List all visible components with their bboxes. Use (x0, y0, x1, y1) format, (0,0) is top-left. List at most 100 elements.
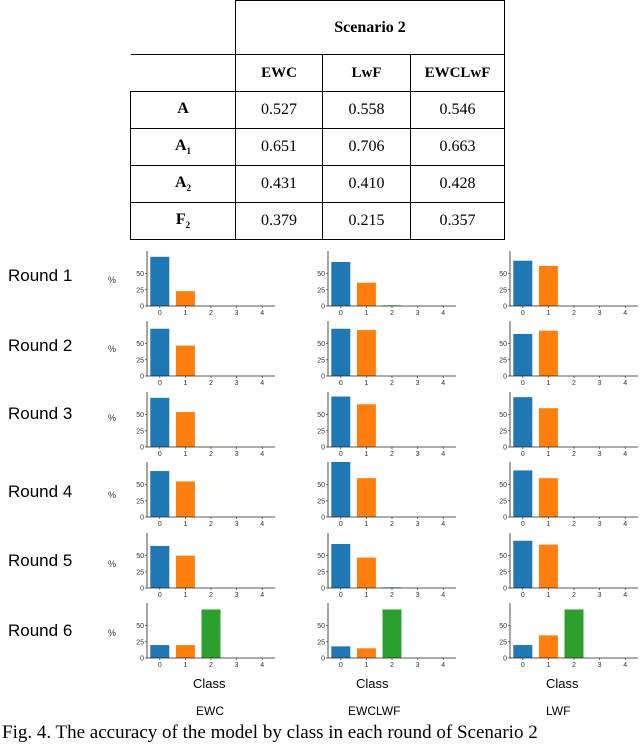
table-cell: 0.651 (235, 128, 323, 166)
x-tick-label: 1 (183, 451, 187, 458)
table-cell: 0.663 (410, 128, 505, 166)
table-cell: 0.431 (235, 165, 323, 203)
x-tick-label: 2 (390, 662, 394, 669)
bar-class-1 (538, 544, 558, 588)
bar-class-0 (150, 645, 170, 658)
table-cell: 0.706 (322, 128, 411, 166)
y-tick-label: 0 (321, 656, 325, 663)
table-cell: 0.379 (235, 202, 323, 240)
y-tick-label: 25 (317, 357, 325, 364)
row-header-a1: A1 (130, 128, 236, 166)
y-tick-label: 0 (140, 445, 144, 452)
x-tick-label: 3 (416, 662, 420, 669)
y-tick-label: 50 (136, 623, 144, 630)
x-tick-label: 2 (209, 592, 213, 599)
bar-chart-ewc-round-5: 0 1 2 3 4 0 25 50 (136, 533, 275, 599)
x-tick-label: 1 (183, 592, 187, 599)
bar-class-0 (513, 260, 533, 306)
table-row: A 0.527 0.558 0.546 (130, 91, 505, 129)
x-tick-label: 3 (416, 521, 420, 528)
x-tick-label: 1 (546, 521, 550, 528)
x-tick-label: 4 (623, 521, 627, 528)
x-tick-label: 1 (183, 380, 187, 387)
bar-class-1 (175, 555, 195, 588)
bar-class-0 (331, 646, 351, 658)
y-tick-label: 0 (321, 304, 325, 311)
round-label-1: Round 1 (8, 266, 73, 285)
y-tick-label: 0 (503, 304, 507, 311)
bar-class-1 (175, 481, 195, 517)
bar-class-0 (513, 333, 533, 376)
x-tick-label: 4 (260, 310, 264, 317)
x-tick-label: 3 (235, 451, 239, 458)
y-tick-label: 25 (317, 639, 325, 646)
y-tick-label: 50 (136, 271, 144, 278)
x-tick-label: 3 (598, 592, 602, 599)
x-tick-label: 2 (209, 380, 213, 387)
y-tick-label: 50 (317, 623, 325, 630)
column-header-ewclwf: EWCLwF (410, 54, 505, 92)
y-tick-label: 0 (321, 586, 325, 593)
x-tick-label: 0 (339, 451, 343, 458)
bar-class-1 (356, 478, 376, 517)
x-tick-label: 4 (441, 310, 445, 317)
y-tick-label: 0 (140, 656, 144, 663)
column-header-ewc: EWC (235, 54, 323, 92)
bar-chart-ewclwf-round-5: 0 1 2 3 4 0 25 50 (317, 533, 456, 599)
x-tick-label: 3 (416, 592, 420, 599)
x-tick-label: 4 (260, 521, 264, 528)
x-tick-label: 3 (235, 592, 239, 599)
y-tick-label: 0 (321, 374, 325, 381)
column-header-lwf: LwF (322, 54, 411, 92)
bar-class-0 (331, 396, 351, 447)
results-table: Scenario 2 EWC LwF EWCLwF A 0.527 0.558 … (130, 0, 505, 240)
y-tick-label: 25 (499, 287, 507, 294)
bar-class-2 (564, 609, 584, 658)
y-tick-label: 0 (503, 515, 507, 522)
round-label-2: Round 2 (8, 336, 73, 355)
x-tick-label: 2 (572, 310, 576, 317)
x-tick-label: 1 (364, 310, 368, 317)
y-tick-label: 50 (136, 341, 144, 348)
y-tick-label: 25 (136, 639, 144, 646)
y-unit-label: % (108, 490, 117, 500)
method-label-lwf: LWF (546, 704, 571, 718)
row-header-a: A (130, 91, 236, 129)
bar-chart-lwf-round-6: 0 1 2 3 4 0 25 50 (499, 603, 638, 669)
y-tick-label: 50 (499, 623, 507, 630)
bar-class-0 (150, 256, 170, 306)
x-tick-label: 1 (183, 310, 187, 317)
x-tick-label: 3 (235, 310, 239, 317)
bar-class-1 (175, 645, 195, 658)
x-tick-label: 3 (235, 662, 239, 669)
x-tick-label: 1 (546, 380, 550, 387)
x-tick-label: 1 (364, 592, 368, 599)
x-tick-label: 3 (235, 521, 239, 528)
x-axis-label-ewc: Class (193, 676, 226, 691)
x-tick-label: 4 (260, 451, 264, 458)
x-tick-label: 2 (572, 380, 576, 387)
y-tick-label: 50 (499, 553, 507, 560)
x-tick-label: 2 (572, 592, 576, 599)
bar-class-0 (331, 544, 351, 588)
x-tick-label: 0 (158, 662, 162, 669)
y-tick-label: 50 (317, 482, 325, 489)
y-tick-label: 50 (317, 341, 325, 348)
table-corner-2 (130, 54, 236, 92)
x-tick-label: 0 (339, 380, 343, 387)
x-tick-label: 2 (390, 310, 394, 317)
bar-chart-ewclwf-round-2: 0 1 2 3 4 0 25 50 (317, 321, 456, 387)
y-tick-label: 50 (499, 271, 507, 278)
x-tick-label: 4 (260, 662, 264, 669)
y-tick-label: 25 (317, 287, 325, 294)
x-axis-label-lwf: Class (546, 676, 579, 691)
x-tick-label: 3 (598, 310, 602, 317)
x-tick-label: 1 (183, 521, 187, 528)
x-tick-label: 3 (598, 451, 602, 458)
y-tick-label: 50 (499, 482, 507, 489)
x-tick-label: 4 (441, 662, 445, 669)
y-tick-label: 0 (503, 445, 507, 452)
bar-chart-ewc-round-4: 0 1 2 3 4 0 25 50 (136, 462, 275, 528)
y-tick-label: 50 (317, 271, 325, 278)
y-tick-label: 0 (140, 515, 144, 522)
